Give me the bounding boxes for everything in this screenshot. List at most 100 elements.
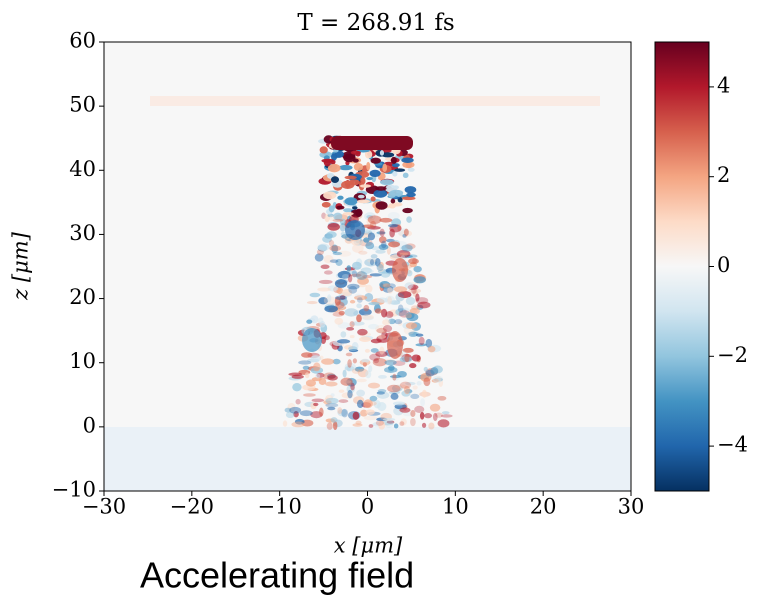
field-blob xyxy=(329,259,339,263)
y-axis-label: z [μm] xyxy=(9,231,33,300)
field-blob xyxy=(425,338,433,348)
field-blob xyxy=(354,295,368,301)
field-blob xyxy=(357,194,365,199)
field-blob xyxy=(361,358,370,363)
field-blob xyxy=(403,228,409,237)
field-blob xyxy=(363,415,378,421)
field-blob xyxy=(374,258,381,267)
field-blob xyxy=(367,232,376,241)
field-blob xyxy=(359,184,372,188)
field-blob xyxy=(364,150,373,159)
x-tick-label: 30 xyxy=(618,495,645,519)
field-blob xyxy=(334,295,348,301)
field-blob xyxy=(437,419,450,428)
field-blob xyxy=(437,395,447,401)
field-blob xyxy=(317,287,331,292)
field-blob xyxy=(387,223,398,228)
field-blob xyxy=(423,377,431,387)
field-blob xyxy=(350,273,362,277)
field-blob xyxy=(350,382,355,391)
field-blob xyxy=(337,250,352,257)
field-blob xyxy=(327,213,334,218)
field-blob xyxy=(302,328,322,352)
field-blob xyxy=(358,250,368,255)
field-blob xyxy=(368,424,374,428)
field-blob xyxy=(364,258,378,267)
field-blob xyxy=(365,241,375,250)
field-blob xyxy=(402,161,415,169)
field-blob xyxy=(295,398,301,405)
field-band xyxy=(150,96,600,106)
field-blob xyxy=(355,208,363,217)
field-blob xyxy=(313,362,321,372)
field-blob xyxy=(397,370,407,378)
field-blob xyxy=(387,384,401,393)
field-blob xyxy=(382,319,391,326)
field-blob xyxy=(345,220,365,240)
field-blob xyxy=(379,346,385,355)
field-blob xyxy=(348,346,358,352)
field-blob xyxy=(366,161,371,171)
field-blob xyxy=(374,308,382,314)
field-blob xyxy=(349,299,356,304)
field-blob xyxy=(363,399,373,409)
field-blob xyxy=(327,406,336,411)
field-blob xyxy=(369,169,381,178)
field-blob xyxy=(361,224,374,228)
field-blob xyxy=(335,301,345,309)
field-blob xyxy=(332,421,338,431)
field-blob xyxy=(387,365,395,371)
field-blob xyxy=(405,322,418,330)
field-blob xyxy=(325,403,339,408)
field-blob xyxy=(440,414,453,418)
field-blob xyxy=(419,411,425,420)
field-blob xyxy=(432,375,444,383)
field-blob xyxy=(415,293,420,302)
field-blob xyxy=(347,274,353,283)
field-blob xyxy=(376,297,389,303)
field-blob xyxy=(282,420,288,427)
field-blob xyxy=(369,273,383,277)
field-blob xyxy=(367,259,377,263)
field-blob xyxy=(357,199,371,204)
field-blob xyxy=(354,366,365,372)
field-blob xyxy=(381,152,395,158)
field-blob xyxy=(332,358,341,365)
field-blob xyxy=(334,296,341,306)
field-blob xyxy=(378,244,389,251)
field-band xyxy=(104,427,631,491)
colorbar xyxy=(654,41,710,492)
field-blob xyxy=(389,300,401,305)
field-blob xyxy=(405,381,416,386)
field-blob xyxy=(351,321,365,326)
chart-title: T = 268.91 fs xyxy=(297,10,454,36)
y-tick-label: −10 xyxy=(52,478,96,502)
field-blob xyxy=(326,422,333,430)
field-blob xyxy=(354,293,363,298)
field-blob xyxy=(339,218,346,225)
field-blob xyxy=(323,191,337,200)
field-blob xyxy=(347,283,360,290)
field-blob xyxy=(344,362,356,372)
field-blob xyxy=(404,353,410,363)
field-blob xyxy=(414,405,425,413)
field-blob xyxy=(330,417,338,423)
field-blob xyxy=(334,279,348,288)
field-blob xyxy=(337,409,348,417)
field-blob xyxy=(375,420,384,426)
field-blob xyxy=(404,186,417,194)
field-blob xyxy=(392,171,398,177)
field-blob xyxy=(387,287,394,294)
field-blob xyxy=(421,389,427,398)
field-blob xyxy=(379,217,393,223)
field-blob xyxy=(327,294,332,303)
field-blob xyxy=(330,153,338,161)
field-blob xyxy=(309,292,321,298)
field-blob xyxy=(338,389,345,393)
field-blob xyxy=(331,136,413,150)
field-blob xyxy=(367,382,380,389)
field-blob xyxy=(321,158,335,163)
field-blob xyxy=(413,276,426,284)
x-tick-label: 10 xyxy=(442,495,469,519)
colorbar-tick-label: −2 xyxy=(717,343,748,367)
